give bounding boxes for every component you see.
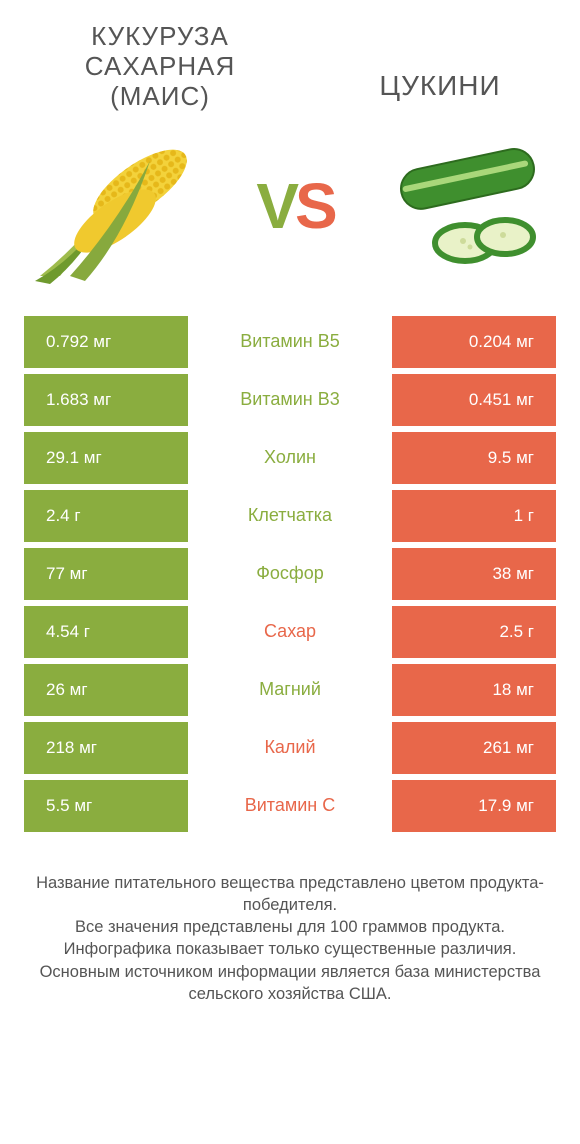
nutrient-label: Витамин B3 xyxy=(188,374,392,426)
nutrient-label: Холин xyxy=(188,432,392,484)
value-right: 38 мг xyxy=(392,548,556,600)
header: КУКУРУЗА САХАРНАЯ (МАИС) ЦУКИНИ xyxy=(0,0,580,112)
table-row: 29.1 мгХолин9.5 мг xyxy=(24,432,556,484)
table-row: 218 мгКалий261 мг xyxy=(24,722,556,774)
vs-label: VS xyxy=(256,169,333,243)
table-row: 5.5 мгВитамин C17.9 мг xyxy=(24,780,556,832)
table-row: 26 мгМагний18 мг xyxy=(24,664,556,716)
nutrient-label: Витамин B5 xyxy=(188,316,392,368)
footer-line: Название питательного вещества представл… xyxy=(18,872,562,917)
corn-icon xyxy=(30,126,210,286)
table-row: 77 мгФосфор38 мг xyxy=(24,548,556,600)
nutrient-label: Витамин C xyxy=(188,780,392,832)
table-row: 4.54 гСахар2.5 г xyxy=(24,606,556,658)
value-right: 0.451 мг xyxy=(392,374,556,426)
footer-line: Инфографика показывает только существенн… xyxy=(18,938,562,960)
value-left: 29.1 мг xyxy=(24,432,188,484)
value-left: 0.792 мг xyxy=(24,316,188,368)
nutrient-label: Клетчатка xyxy=(188,490,392,542)
footer-notes: Название питательного вещества представл… xyxy=(0,838,580,1006)
table-row: 0.792 мгВитамин B50.204 мг xyxy=(24,316,556,368)
value-right: 18 мг xyxy=(392,664,556,716)
title-right: ЦУКИНИ xyxy=(340,70,540,112)
footer-line: Основным источником информации является … xyxy=(18,961,562,1006)
value-right: 17.9 мг xyxy=(392,780,556,832)
footer-line: Все значения представлены для 100 граммо… xyxy=(18,916,562,938)
value-left: 77 мг xyxy=(24,548,188,600)
nutrient-label: Калий xyxy=(188,722,392,774)
comparison-table: 0.792 мгВитамин B50.204 мг1.683 мгВитами… xyxy=(0,308,580,832)
zucchini-icon xyxy=(380,131,550,281)
value-left: 5.5 мг xyxy=(24,780,188,832)
table-row: 1.683 мгВитамин B30.451 мг xyxy=(24,374,556,426)
value-right: 0.204 мг xyxy=(392,316,556,368)
value-right: 9.5 мг xyxy=(392,432,556,484)
value-left: 218 мг xyxy=(24,722,188,774)
title-left: КУКУРУЗА САХАРНАЯ (МАИС) xyxy=(40,22,280,112)
value-left: 26 мг xyxy=(24,664,188,716)
nutrient-label: Сахар xyxy=(188,606,392,658)
value-right: 2.5 г xyxy=(392,606,556,658)
vs-s: S xyxy=(295,169,334,243)
vs-v: V xyxy=(256,169,295,243)
value-left: 1.683 мг xyxy=(24,374,188,426)
hero-row: VS xyxy=(0,112,580,308)
table-row: 2.4 гКлетчатка1 г xyxy=(24,490,556,542)
value-right: 1 г xyxy=(392,490,556,542)
value-right: 261 мг xyxy=(392,722,556,774)
value-left: 4.54 г xyxy=(24,606,188,658)
nutrient-label: Магний xyxy=(188,664,392,716)
nutrient-label: Фосфор xyxy=(188,548,392,600)
value-left: 2.4 г xyxy=(24,490,188,542)
